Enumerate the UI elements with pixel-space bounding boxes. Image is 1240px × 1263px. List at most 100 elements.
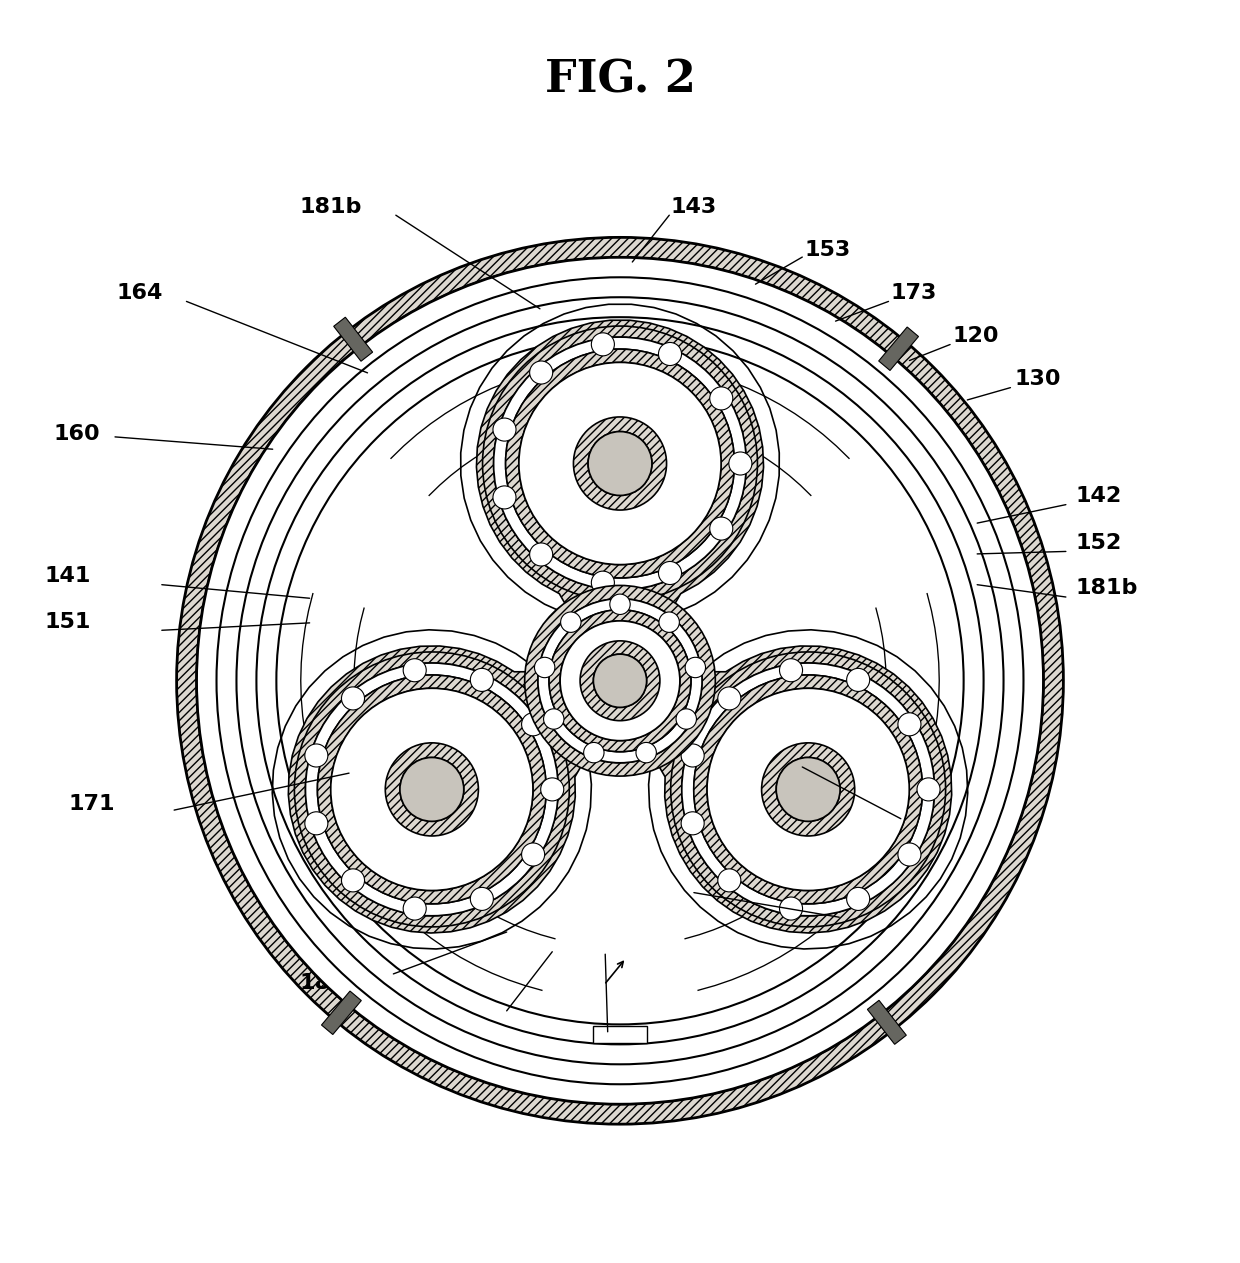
Polygon shape <box>321 991 361 1034</box>
Circle shape <box>529 361 553 384</box>
Circle shape <box>682 663 935 916</box>
Circle shape <box>898 712 921 736</box>
Circle shape <box>534 657 554 678</box>
Text: 120: 120 <box>952 326 999 346</box>
Circle shape <box>898 842 921 866</box>
Text: 181a: 181a <box>577 1031 639 1051</box>
Circle shape <box>709 386 733 410</box>
Circle shape <box>549 610 691 751</box>
Circle shape <box>277 337 963 1024</box>
Text: 151: 151 <box>43 611 91 632</box>
Circle shape <box>681 744 704 767</box>
Circle shape <box>237 297 1003 1065</box>
Circle shape <box>470 888 494 911</box>
Circle shape <box>682 663 935 916</box>
Polygon shape <box>593 1026 647 1043</box>
Text: 172: 172 <box>903 812 950 832</box>
Circle shape <box>482 326 758 601</box>
Circle shape <box>341 687 365 710</box>
Circle shape <box>305 663 558 916</box>
Text: 141: 141 <box>43 566 91 586</box>
Circle shape <box>529 543 553 566</box>
Circle shape <box>658 562 682 585</box>
Text: 160: 160 <box>53 424 100 445</box>
Circle shape <box>525 586 715 775</box>
Circle shape <box>518 362 722 565</box>
Circle shape <box>560 621 680 740</box>
Circle shape <box>591 571 614 594</box>
Circle shape <box>331 688 533 890</box>
Circle shape <box>494 337 746 590</box>
Circle shape <box>257 317 983 1045</box>
Circle shape <box>709 517 733 541</box>
Circle shape <box>518 362 722 565</box>
Text: 153: 153 <box>805 240 851 260</box>
Text: FIG. 2: FIG. 2 <box>544 59 696 102</box>
Circle shape <box>305 744 327 767</box>
Circle shape <box>522 842 544 866</box>
Circle shape <box>543 709 564 729</box>
Text: 142: 142 <box>1076 486 1122 506</box>
Circle shape <box>847 668 869 691</box>
Circle shape <box>197 258 1043 1104</box>
Circle shape <box>331 688 533 890</box>
Circle shape <box>176 237 1064 1124</box>
Circle shape <box>847 888 869 911</box>
Circle shape <box>541 778 564 801</box>
Circle shape <box>718 869 740 892</box>
Circle shape <box>549 610 691 751</box>
Circle shape <box>494 486 516 509</box>
Text: 181b: 181b <box>299 197 362 216</box>
Circle shape <box>506 349 734 578</box>
Circle shape <box>401 758 464 821</box>
Text: 173: 173 <box>892 283 937 303</box>
Circle shape <box>610 594 630 615</box>
Circle shape <box>257 317 983 1045</box>
Circle shape <box>237 297 1003 1065</box>
Text: 181: 181 <box>842 911 888 931</box>
Circle shape <box>403 659 427 682</box>
Circle shape <box>594 654 646 707</box>
Circle shape <box>658 342 682 365</box>
Circle shape <box>573 417 667 510</box>
Circle shape <box>729 452 751 475</box>
Circle shape <box>470 668 494 691</box>
Text: 152: 152 <box>1076 533 1122 553</box>
Circle shape <box>305 812 327 835</box>
Text: 130: 130 <box>1014 369 1060 389</box>
Circle shape <box>538 599 702 763</box>
Circle shape <box>217 278 1023 1084</box>
Circle shape <box>506 349 734 578</box>
Circle shape <box>776 758 839 821</box>
Circle shape <box>591 333 614 356</box>
Circle shape <box>494 418 516 441</box>
Circle shape <box>588 432 652 495</box>
Polygon shape <box>325 357 915 895</box>
Circle shape <box>584 743 604 763</box>
Circle shape <box>658 613 680 633</box>
Text: 164: 164 <box>461 1009 507 1029</box>
Circle shape <box>588 432 652 495</box>
Circle shape <box>494 337 746 590</box>
Circle shape <box>341 869 365 892</box>
Circle shape <box>560 613 582 633</box>
Circle shape <box>681 812 704 835</box>
Circle shape <box>707 688 909 890</box>
Circle shape <box>718 687 740 710</box>
Circle shape <box>693 674 923 904</box>
Text: 171: 171 <box>68 794 115 813</box>
Polygon shape <box>867 1000 906 1045</box>
Circle shape <box>317 674 547 904</box>
Text: 181b: 181b <box>299 973 362 993</box>
Circle shape <box>686 657 706 678</box>
Circle shape <box>522 712 544 736</box>
Circle shape <box>560 621 680 740</box>
Polygon shape <box>879 327 919 370</box>
Circle shape <box>197 258 1043 1104</box>
Circle shape <box>594 654 646 707</box>
Circle shape <box>776 758 839 821</box>
Circle shape <box>636 743 656 763</box>
Text: 164: 164 <box>117 283 162 303</box>
Circle shape <box>780 659 802 682</box>
Circle shape <box>780 897 802 919</box>
